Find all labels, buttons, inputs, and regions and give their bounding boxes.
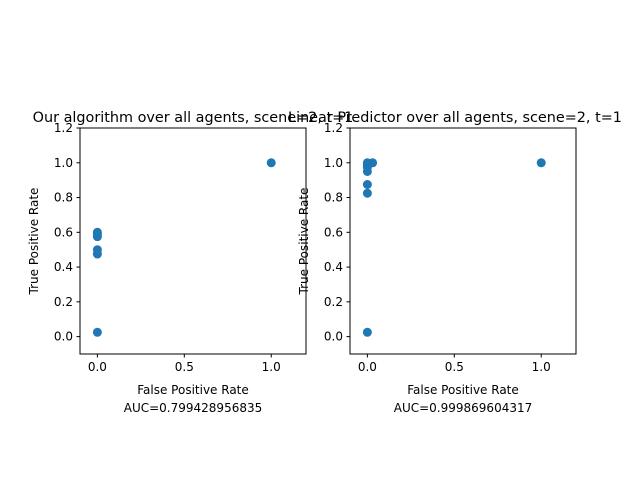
y-tick-label: 1.0 [54,156,73,170]
y-tick-label: 1.2 [54,121,73,135]
y-tick-label: 0.4 [54,260,73,274]
y-axis-label: True Positive Rate [27,188,41,296]
y-axis-label: True Positive Rate [297,188,311,296]
y-tick-label: 0.6 [54,225,73,239]
scatter-point [362,188,372,198]
y-tick-label: 0.8 [54,191,73,205]
plot-frame [79,127,307,355]
y-tick-label: 0.2 [324,295,343,309]
y-tick-label: 0.0 [324,330,343,344]
auc-annotation: AUC=0.999869604317 [394,401,533,415]
scatter-point [92,245,102,255]
x-tick-label: 0.5 [445,360,464,374]
scatter-point [368,158,378,168]
scatter-point [362,180,372,189]
scatter-point [536,158,546,168]
subplot-linear-predictor: Linear Predictor over all agents, scene=… [288,110,622,415]
scatter-point [362,327,372,337]
x-axis-label: False Positive Rate [137,383,249,397]
x-tick-label: 1.0 [262,360,281,374]
y-tick-label: 0.6 [324,225,343,239]
x-tick-label: 0.0 [88,360,107,374]
x-tick-label: 0.5 [175,360,194,374]
auc-annotation: AUC=0.799428956835 [124,401,263,415]
x-tick-label: 0.0 [358,360,377,374]
x-axis-label: False Positive Rate [407,383,519,397]
y-tick-label: 0.2 [54,295,73,309]
subplot-our-algorithm: Our algorithm over all agents, scene=2, … [27,110,353,415]
scatter-point [266,158,276,168]
y-tick-label: 1.0 [324,156,343,170]
chart-title: Our algorithm over all agents, scene=2, … [33,110,354,126]
scatter-point [92,327,102,337]
scatter-point [92,229,102,239]
chart-title: Linear Predictor over all agents, scene=… [288,110,622,126]
y-tick-label: 0.4 [324,260,343,274]
y-tick-label: 1.2 [324,121,343,135]
y-tick-label: 0.0 [54,330,73,344]
plot-frame [349,127,577,355]
x-tick-label: 1.0 [532,360,551,374]
y-tick-label: 0.8 [324,191,343,205]
